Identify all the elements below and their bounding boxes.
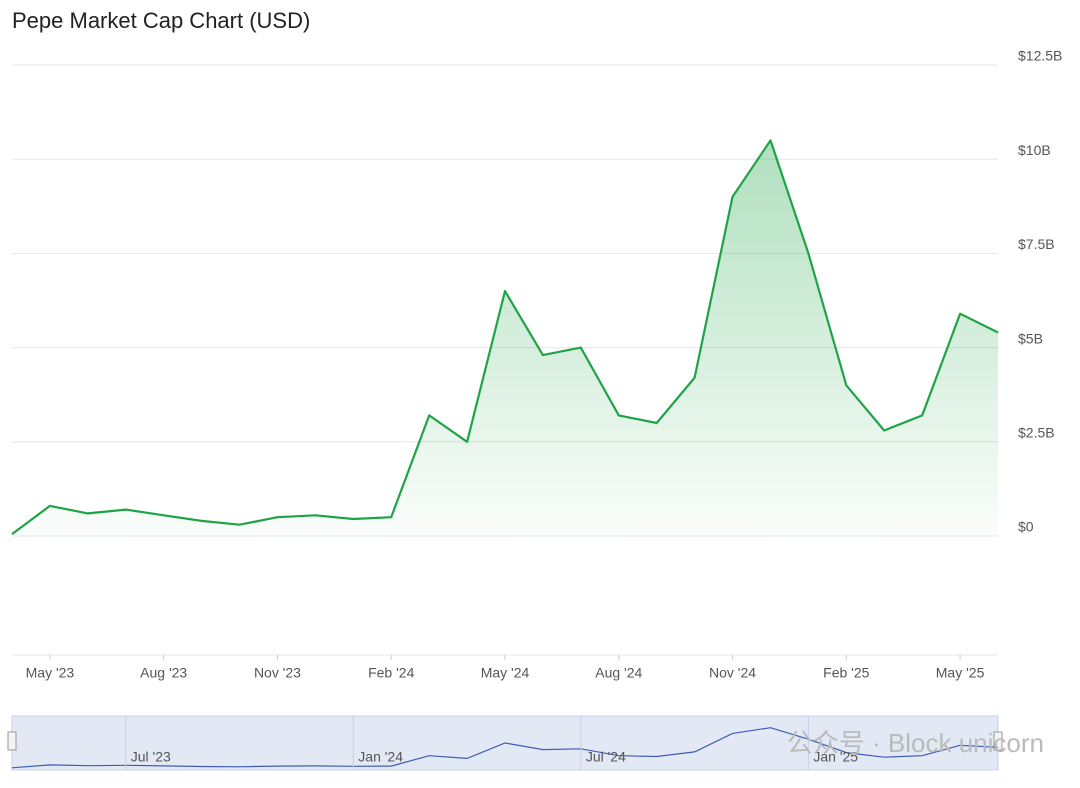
x-tick-label: Nov '24 <box>709 665 756 681</box>
navigator-tick-label: Jul '24 <box>586 749 626 765</box>
y-tick-label: $0 <box>1018 519 1034 535</box>
navigator-handle[interactable] <box>993 731 1003 751</box>
navigator-handle[interactable] <box>7 731 17 751</box>
x-tick-label: Nov '23 <box>254 665 301 681</box>
x-tick-label: May '23 <box>26 665 75 681</box>
navigator-line <box>11 727 999 769</box>
x-tick-label: May '25 <box>936 665 985 681</box>
x-tick-label: Feb '24 <box>368 665 414 681</box>
y-tick-label: $12.5B <box>1018 48 1062 64</box>
y-tick-label: $5B <box>1018 330 1043 346</box>
y-tick-label: $7.5B <box>1018 236 1055 252</box>
x-tick-label: Aug '24 <box>595 665 642 681</box>
chart-title: Pepe Market Cap Chart (USD) <box>12 8 310 33</box>
y-tick-label: $2.5B <box>1018 425 1055 441</box>
x-tick-label: May '24 <box>481 665 530 681</box>
navigator-tick-label: Jul '23 <box>131 749 171 765</box>
watermark: 公众号 · Block unicorn <box>787 728 1044 758</box>
x-tick-label: Aug '23 <box>140 665 187 681</box>
x-tick-label: Feb '25 <box>823 665 869 681</box>
navigator-tick-label: Jan '24 <box>358 749 403 765</box>
line <box>11 139 999 535</box>
navigator-tick-label: Jan '25 <box>813 749 858 765</box>
area <box>12 140 998 536</box>
y-tick-label: $10B <box>1018 142 1051 158</box>
